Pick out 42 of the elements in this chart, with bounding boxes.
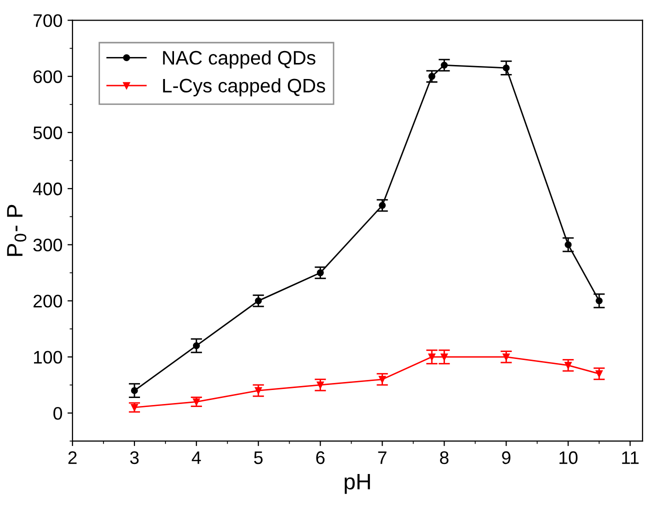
point [378, 376, 386, 383]
y-tick-label: 100 [34, 350, 62, 364]
x-tick-label: 11 [622, 451, 639, 464]
point [502, 353, 510, 360]
point [596, 297, 603, 304]
x-tick-label: 4 [192, 451, 201, 464]
y-tick-label: 200 [34, 294, 62, 308]
point [316, 269, 324, 276]
point [316, 382, 324, 388]
y-tick-label: 400 [33, 182, 62, 196]
y-tick-label: 300 [33, 238, 62, 252]
point [130, 387, 138, 394]
x-tick-label: 2 [68, 451, 77, 464]
point [192, 342, 200, 350]
point [502, 64, 510, 72]
point [428, 353, 436, 360]
point [130, 404, 138, 411]
y-axis-title: P$_{0}$- P [7, 204, 26, 256]
y-tick-label: 0 [53, 406, 62, 420]
y-tick-label: 500 [33, 126, 62, 140]
x-tick-label: 8 [440, 451, 448, 464]
point [254, 387, 262, 394]
point [428, 72, 436, 80]
point [596, 370, 603, 378]
point [440, 353, 448, 360]
point [564, 241, 572, 248]
point [564, 362, 572, 369]
y-tick-label: 700 [34, 14, 62, 27]
legend-label: NAC capped QDs [163, 50, 316, 69]
x-tick-label: 5 [254, 451, 263, 464]
point [378, 202, 386, 209]
x-axis-title: pH [344, 474, 370, 494]
x-tick-label: 9 [502, 451, 510, 464]
point [440, 62, 448, 69]
x-tick-label: 3 [130, 451, 139, 464]
x-tick-label: 7 [378, 451, 386, 464]
y-tick-label: 600 [34, 70, 62, 84]
legend-label: L-Cys capped QDs [163, 78, 326, 96]
point [254, 297, 262, 304]
x-tick-label: 6 [316, 451, 325, 464]
point [192, 398, 200, 406]
x-tick-label: 10 [560, 451, 578, 464]
